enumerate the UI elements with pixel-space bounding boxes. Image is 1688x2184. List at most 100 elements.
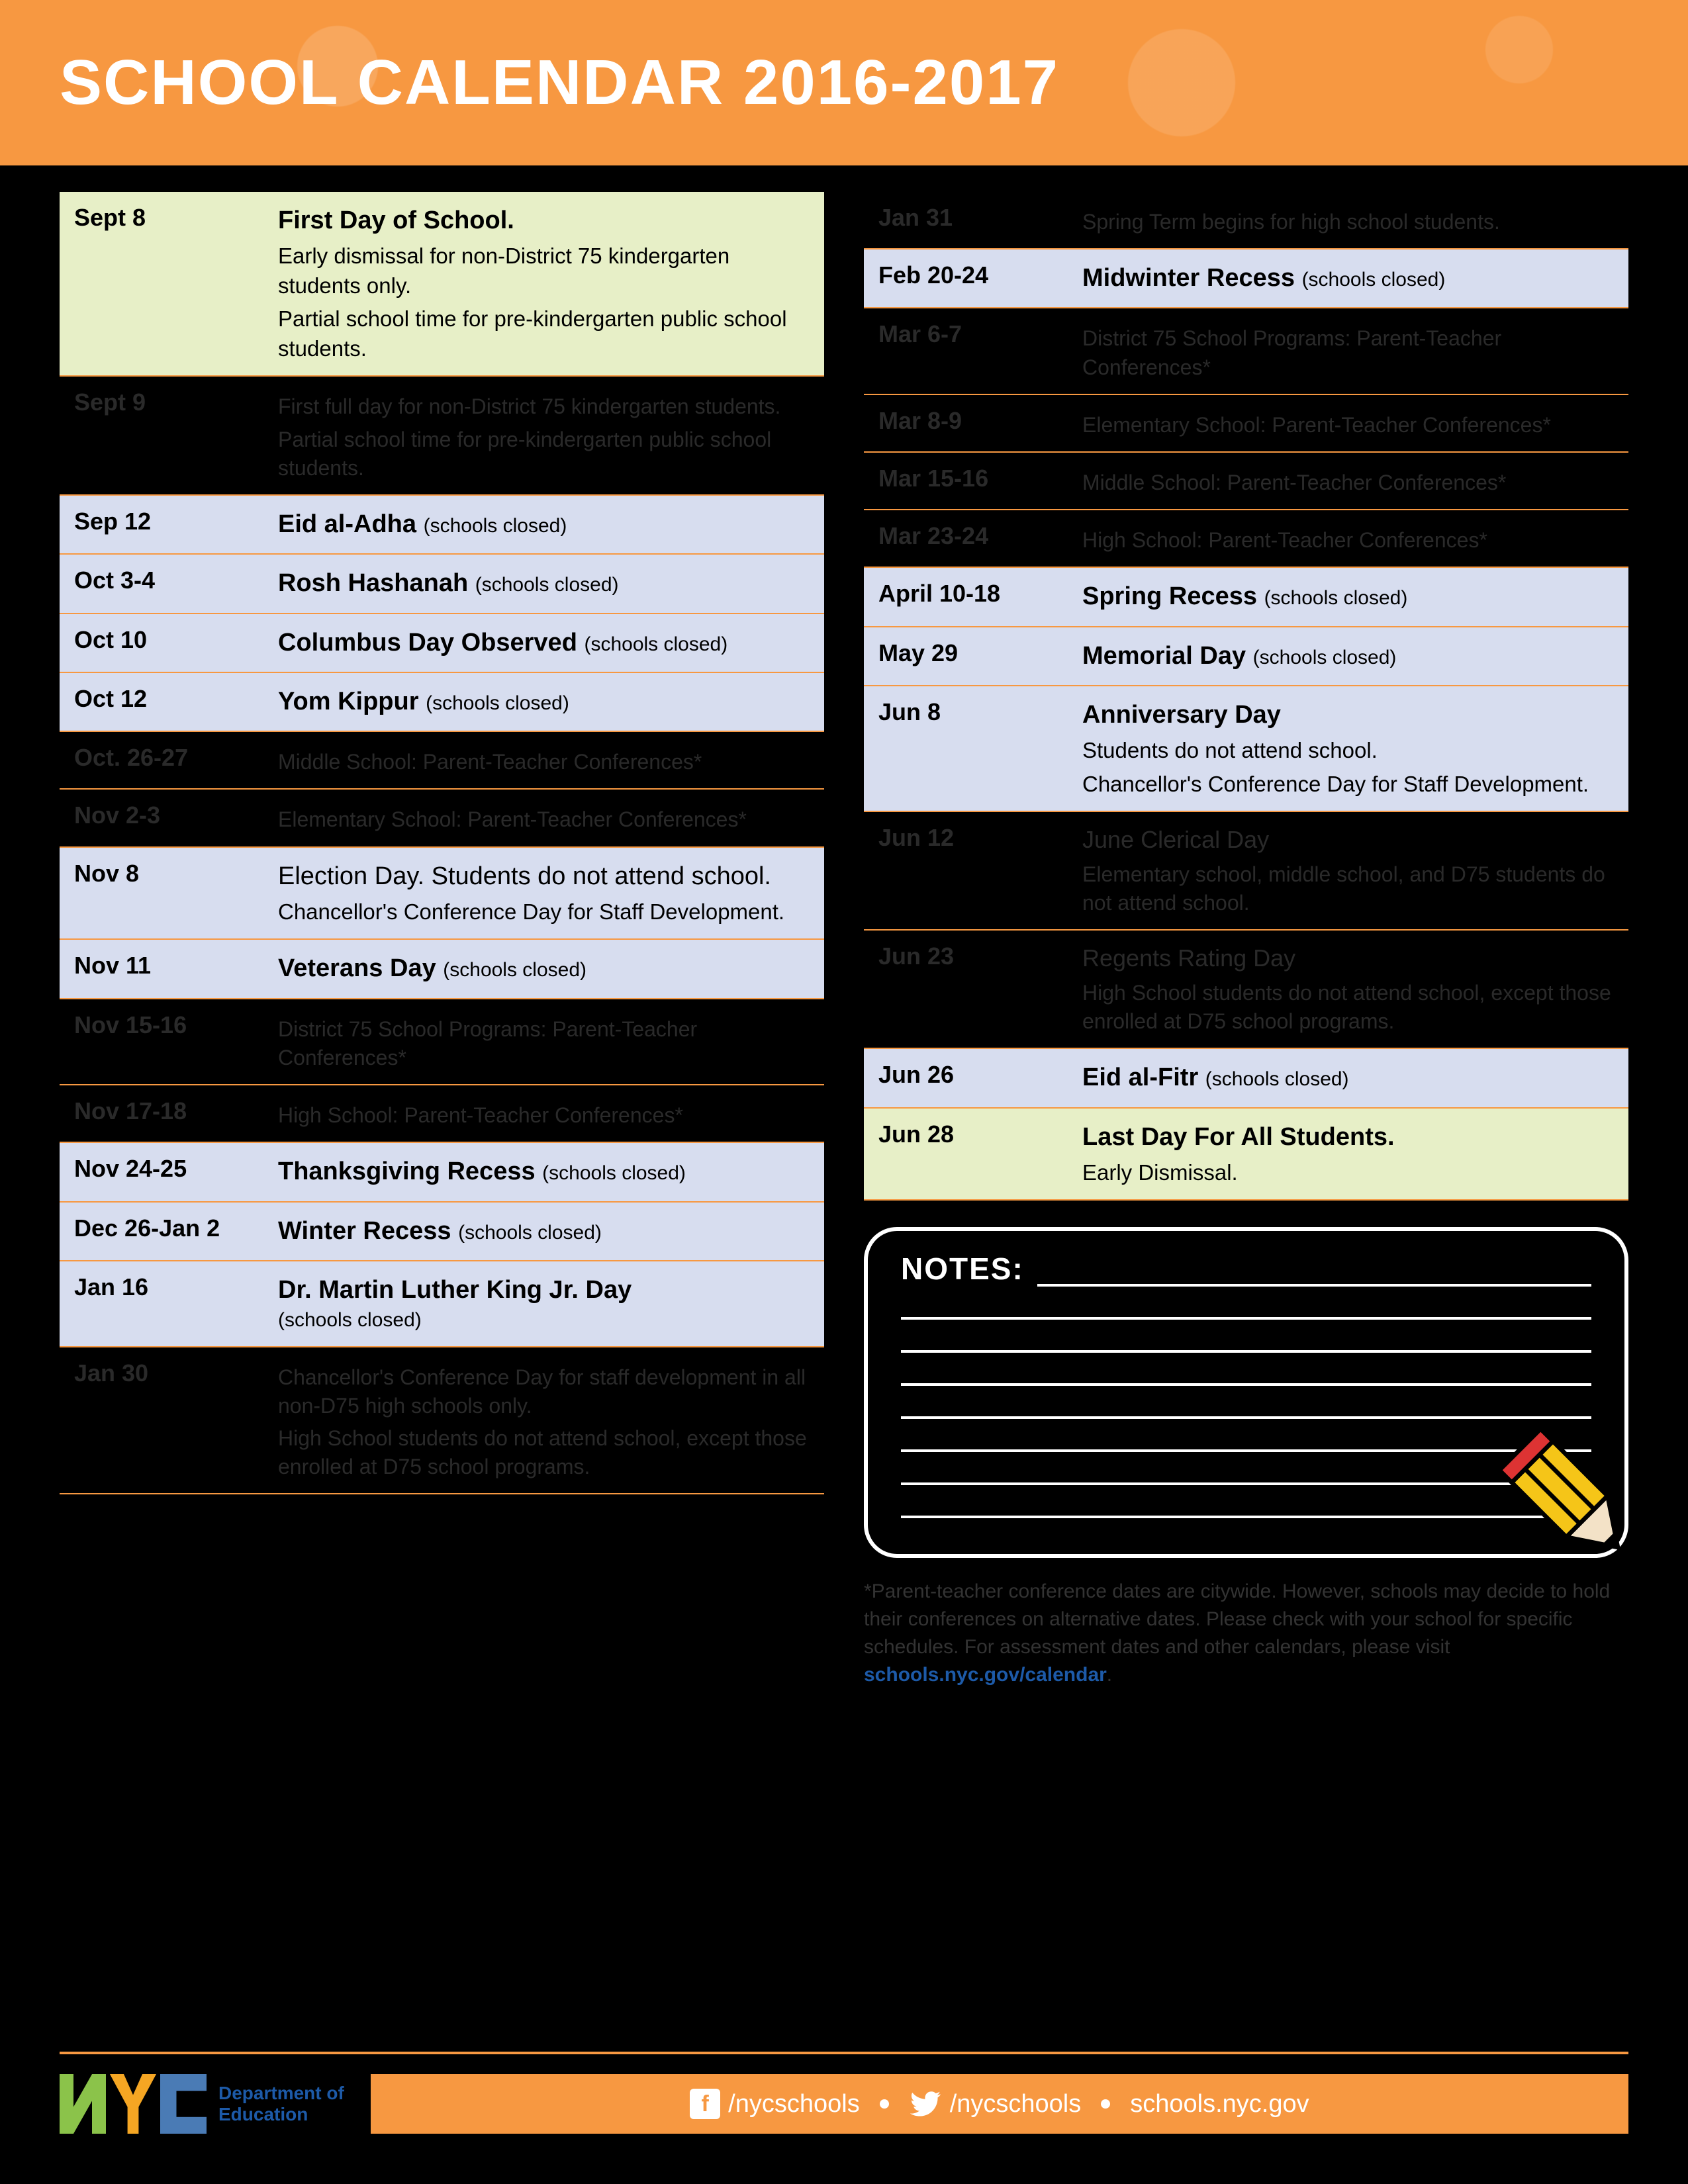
calendar-row: Jan 30Chancellor's Conference Day for st…	[60, 1347, 824, 1495]
calendar-row: Sept 9First full day for non-District 75…	[60, 377, 824, 496]
notes-line	[901, 1452, 1591, 1485]
description-cell: Veterans Day (schools closed)	[271, 940, 824, 997]
description-cell: District 75 School Programs: Parent-Teac…	[271, 999, 824, 1084]
logo-letter-n	[60, 2074, 106, 2134]
notes-label: NOTES:	[901, 1251, 1024, 1287]
twitter-link[interactable]: /nycschools	[909, 2087, 1082, 2120]
calendar-row: Oct. 26-27Middle School: Parent-Teacher …	[60, 732, 824, 790]
description-cell: Regents Rating DayHigh School students d…	[1076, 931, 1628, 1048]
calendar-row: Nov 8Election Day. Students do not atten…	[60, 848, 824, 940]
footnote-link[interactable]: schools.nyc.gov/calendar	[864, 1664, 1107, 1686]
date-cell: Nov 8	[60, 848, 271, 939]
footnote-text: *Parent-teacher conference dates are cit…	[864, 1578, 1628, 1689]
description-cell: Anniversary Day Students do not attend s…	[1076, 686, 1628, 811]
notes-box: NOTES:	[864, 1227, 1628, 1558]
description-cell: Rosh Hashanah (schools closed)	[271, 555, 824, 612]
twitter-icon	[909, 2087, 942, 2120]
calendar-row: Sep 12Eid al-Adha (schools closed)	[60, 496, 824, 555]
description-cell: June Clerical DayElementary school, midd…	[1076, 812, 1628, 929]
calendar-column-right: Jan 31Spring Term begins for high school…	[864, 192, 1628, 1689]
date-cell: Nov 24-25	[60, 1143, 271, 1201]
date-cell: Sept 8	[60, 192, 271, 375]
date-cell: Sept 9	[60, 377, 271, 494]
description-cell: Elementary School: Parent-Teacher Confer…	[1076, 395, 1628, 451]
date-cell: Jun 8	[864, 686, 1076, 811]
date-cell: Jan 31	[864, 192, 1076, 248]
description-cell: Chancellor's Conference Day for staff de…	[271, 1347, 824, 1494]
calendar-row: May 29Memorial Day (schools closed)	[864, 627, 1628, 686]
date-cell: Nov 2-3	[60, 790, 271, 846]
pencil-icon	[1499, 1428, 1644, 1574]
calendar-row: Jun 12June Clerical DayElementary school…	[864, 812, 1628, 931]
description-cell: Elementary School: Parent-Teacher Confer…	[271, 790, 824, 846]
description-cell: Spring Term begins for high school stude…	[1076, 192, 1628, 248]
logo-letter-c	[160, 2074, 207, 2134]
calendar-row: Mar 6-7District 75 School Programs: Pare…	[864, 308, 1628, 394]
page-footer: Department of Education f /nycschools /n…	[0, 2052, 1688, 2184]
notes-line	[901, 1386, 1591, 1419]
description-cell: High School: Parent-Teacher Conferences*	[1076, 510, 1628, 567]
calendar-row: Nov 24-25Thanksgiving Recess (schools cl…	[60, 1143, 824, 1202]
date-cell: Mar 15-16	[864, 453, 1076, 509]
description-cell: Last Day For All Students. Early Dismiss…	[1076, 1109, 1628, 1200]
date-cell: Mar 8-9	[864, 395, 1076, 451]
calendar-row: Jun 23Regents Rating DayHigh School stud…	[864, 931, 1628, 1049]
date-cell: Jan 30	[60, 1347, 271, 1494]
date-cell: Jan 16	[60, 1261, 271, 1346]
calendar-row: Jun 28Last Day For All Students. Early D…	[864, 1109, 1628, 1201]
date-cell: April 10-18	[864, 568, 1076, 625]
date-cell: May 29	[864, 627, 1076, 685]
date-cell: Jun 23	[864, 931, 1076, 1048]
description-cell: Columbus Day Observed (schools closed)	[271, 614, 824, 672]
date-cell: Mar 23-24	[864, 510, 1076, 567]
separator-dot	[880, 2099, 889, 2109]
website-link[interactable]: schools.nyc.gov	[1130, 2090, 1309, 2118]
calendar-row: Jan 16Dr. Martin Luther King Jr. Day (sc…	[60, 1261, 824, 1347]
facebook-icon: f	[690, 2089, 720, 2119]
date-cell: Oct 10	[60, 614, 271, 672]
calendar-row: Nov 2-3Elementary School: Parent-Teacher…	[60, 790, 824, 847]
calendar-row: Nov 15-16District 75 School Programs: Pa…	[60, 999, 824, 1085]
date-cell: Feb 20-24	[864, 250, 1076, 307]
description-cell: District 75 School Programs: Parent-Teac…	[1076, 308, 1628, 393]
description-cell: Middle School: Parent-Teacher Conference…	[271, 732, 824, 788]
description-cell: First Day of School. Early dismissal for…	[271, 192, 824, 375]
logo-letter-y	[110, 2074, 156, 2134]
description-cell: Memorial Day (schools closed)	[1076, 627, 1628, 685]
calendar-row: Nov 17-18High School: Parent-Teacher Con…	[60, 1085, 824, 1143]
description-cell: Dr. Martin Luther King Jr. Day (schools …	[271, 1261, 824, 1346]
page-title: SCHOOL CALENDAR 2016-2017	[60, 46, 1059, 119]
calendar-row: Jun 26Eid al-Fitr (schools closed)	[864, 1049, 1628, 1108]
notes-line	[901, 1287, 1591, 1320]
calendar-row: Jun 8Anniversary Day Students do not att…	[864, 686, 1628, 812]
date-cell: Oct. 26-27	[60, 732, 271, 788]
description-cell: High School: Parent-Teacher Conferences*	[271, 1085, 824, 1142]
calendar-row: Oct 12Yom Kippur (schools closed)	[60, 673, 824, 732]
facebook-link[interactable]: f /nycschools	[690, 2089, 860, 2119]
description-cell: First full day for non-District 75 kinde…	[271, 377, 824, 494]
date-cell: Mar 6-7	[864, 308, 1076, 393]
calendar-row: Mar 15-16Middle School: Parent-Teacher C…	[864, 453, 1628, 510]
notes-line	[901, 1419, 1591, 1452]
calendar-row: Jan 31Spring Term begins for high school…	[864, 192, 1628, 250]
notes-line	[901, 1320, 1591, 1353]
calendar-row: April 10-18Spring Recess (schools closed…	[864, 568, 1628, 627]
date-cell: Jun 28	[864, 1109, 1076, 1200]
description-cell: Winter Recess (schools closed)	[271, 1203, 824, 1260]
calendar-content: Sept 8First Day of School. Early dismiss…	[0, 165, 1688, 1689]
date-cell: Jun 26	[864, 1049, 1076, 1107]
nyc-doe-logo: Department of Education	[60, 2074, 344, 2134]
calendar-row: Oct 10Columbus Day Observed (schools clo…	[60, 614, 824, 673]
description-cell: Yom Kippur (schools closed)	[271, 673, 824, 731]
logo-dept-text: Department of Education	[218, 2083, 344, 2125]
calendar-row: Sept 8First Day of School. Early dismiss…	[60, 192, 824, 377]
description-cell: Eid al-Fitr (schools closed)	[1076, 1049, 1628, 1107]
description-cell: Middle School: Parent-Teacher Conference…	[1076, 453, 1628, 509]
date-cell: Oct 3-4	[60, 555, 271, 612]
date-cell: Jun 12	[864, 812, 1076, 929]
date-cell: Nov 17-18	[60, 1085, 271, 1142]
date-cell: Nov 15-16	[60, 999, 271, 1084]
date-cell: Nov 11	[60, 940, 271, 997]
calendar-column-left: Sept 8First Day of School. Early dismiss…	[60, 192, 824, 1689]
date-cell: Oct 12	[60, 673, 271, 731]
